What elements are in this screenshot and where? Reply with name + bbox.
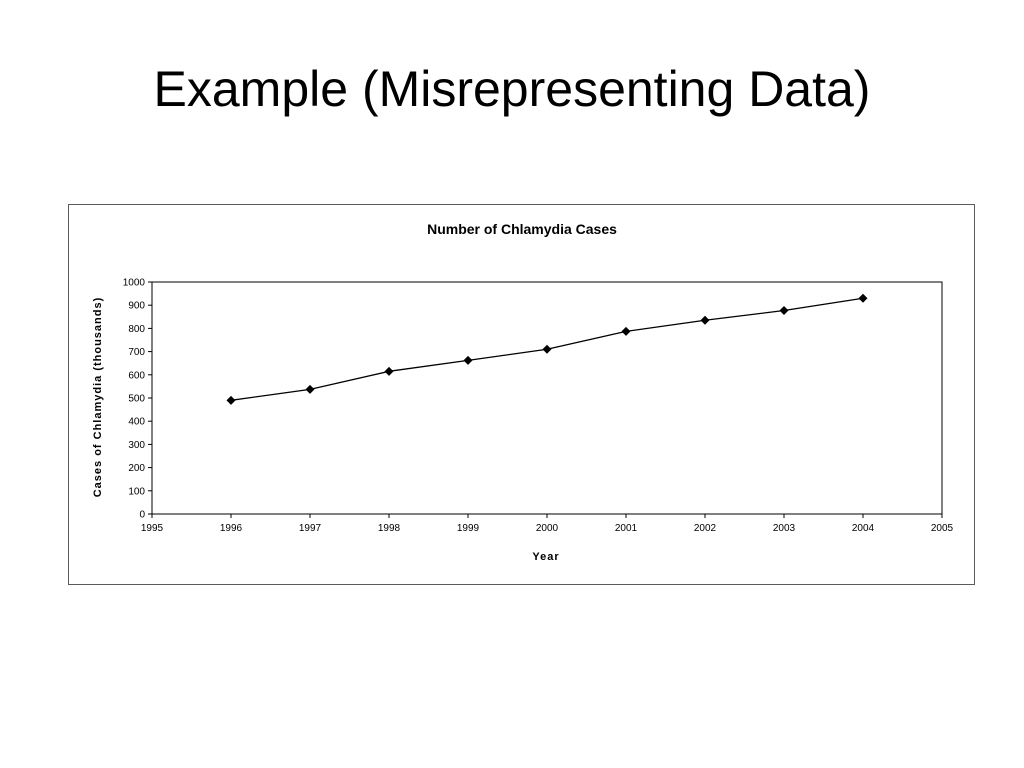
y-tick-label: 200: [128, 463, 145, 474]
chart-frame: Number of Chlamydia Cases Year Cases of …: [68, 204, 975, 585]
y-tick-label: 400: [128, 417, 145, 428]
y-tick-label: 0: [139, 510, 145, 521]
y-tick-label: 600: [128, 370, 145, 381]
y-tick-label: 700: [128, 347, 145, 358]
x-tick-label: 2001: [615, 523, 638, 534]
line-chart: Number of Chlamydia Cases Year Cases of …: [92, 221, 954, 563]
x-tick-label: 2000: [536, 523, 559, 534]
x-tick-label: 1996: [220, 523, 243, 534]
x-axis-label: Year: [532, 551, 559, 563]
y-tick-label: 300: [128, 440, 145, 451]
y-axis-label: Cases of Chlamydia (thousands): [92, 297, 104, 498]
x-tick-label: 2005: [931, 523, 954, 534]
x-tick-label: 1999: [457, 523, 480, 534]
y-tick-label: 100: [128, 486, 145, 497]
data-point: [226, 395, 236, 405]
y-tick-label: 800: [128, 324, 145, 335]
x-tick-label: 1998: [378, 523, 401, 534]
y-tick-label: 1000: [123, 278, 146, 289]
x-tick-label: 1997: [299, 523, 322, 534]
data-point: [621, 326, 631, 336]
x-tick-label: 1995: [141, 523, 164, 534]
data-point: [700, 315, 710, 325]
y-tick-label: 500: [128, 394, 145, 405]
data-point: [305, 384, 315, 394]
data-point: [463, 355, 473, 365]
slide-title: Example (Misrepresenting Data): [153, 61, 871, 117]
data-point: [779, 306, 789, 316]
chart-title: Number of Chlamydia Cases: [427, 221, 617, 237]
data-point: [542, 344, 552, 354]
x-tick-label: 2003: [773, 523, 796, 534]
y-tick-label: 900: [128, 301, 145, 312]
data-point: [858, 293, 868, 303]
data-point: [384, 366, 394, 376]
x-tick-label: 2002: [694, 523, 717, 534]
plot-area: [151, 281, 943, 515]
x-tick-label: 2004: [852, 523, 875, 534]
